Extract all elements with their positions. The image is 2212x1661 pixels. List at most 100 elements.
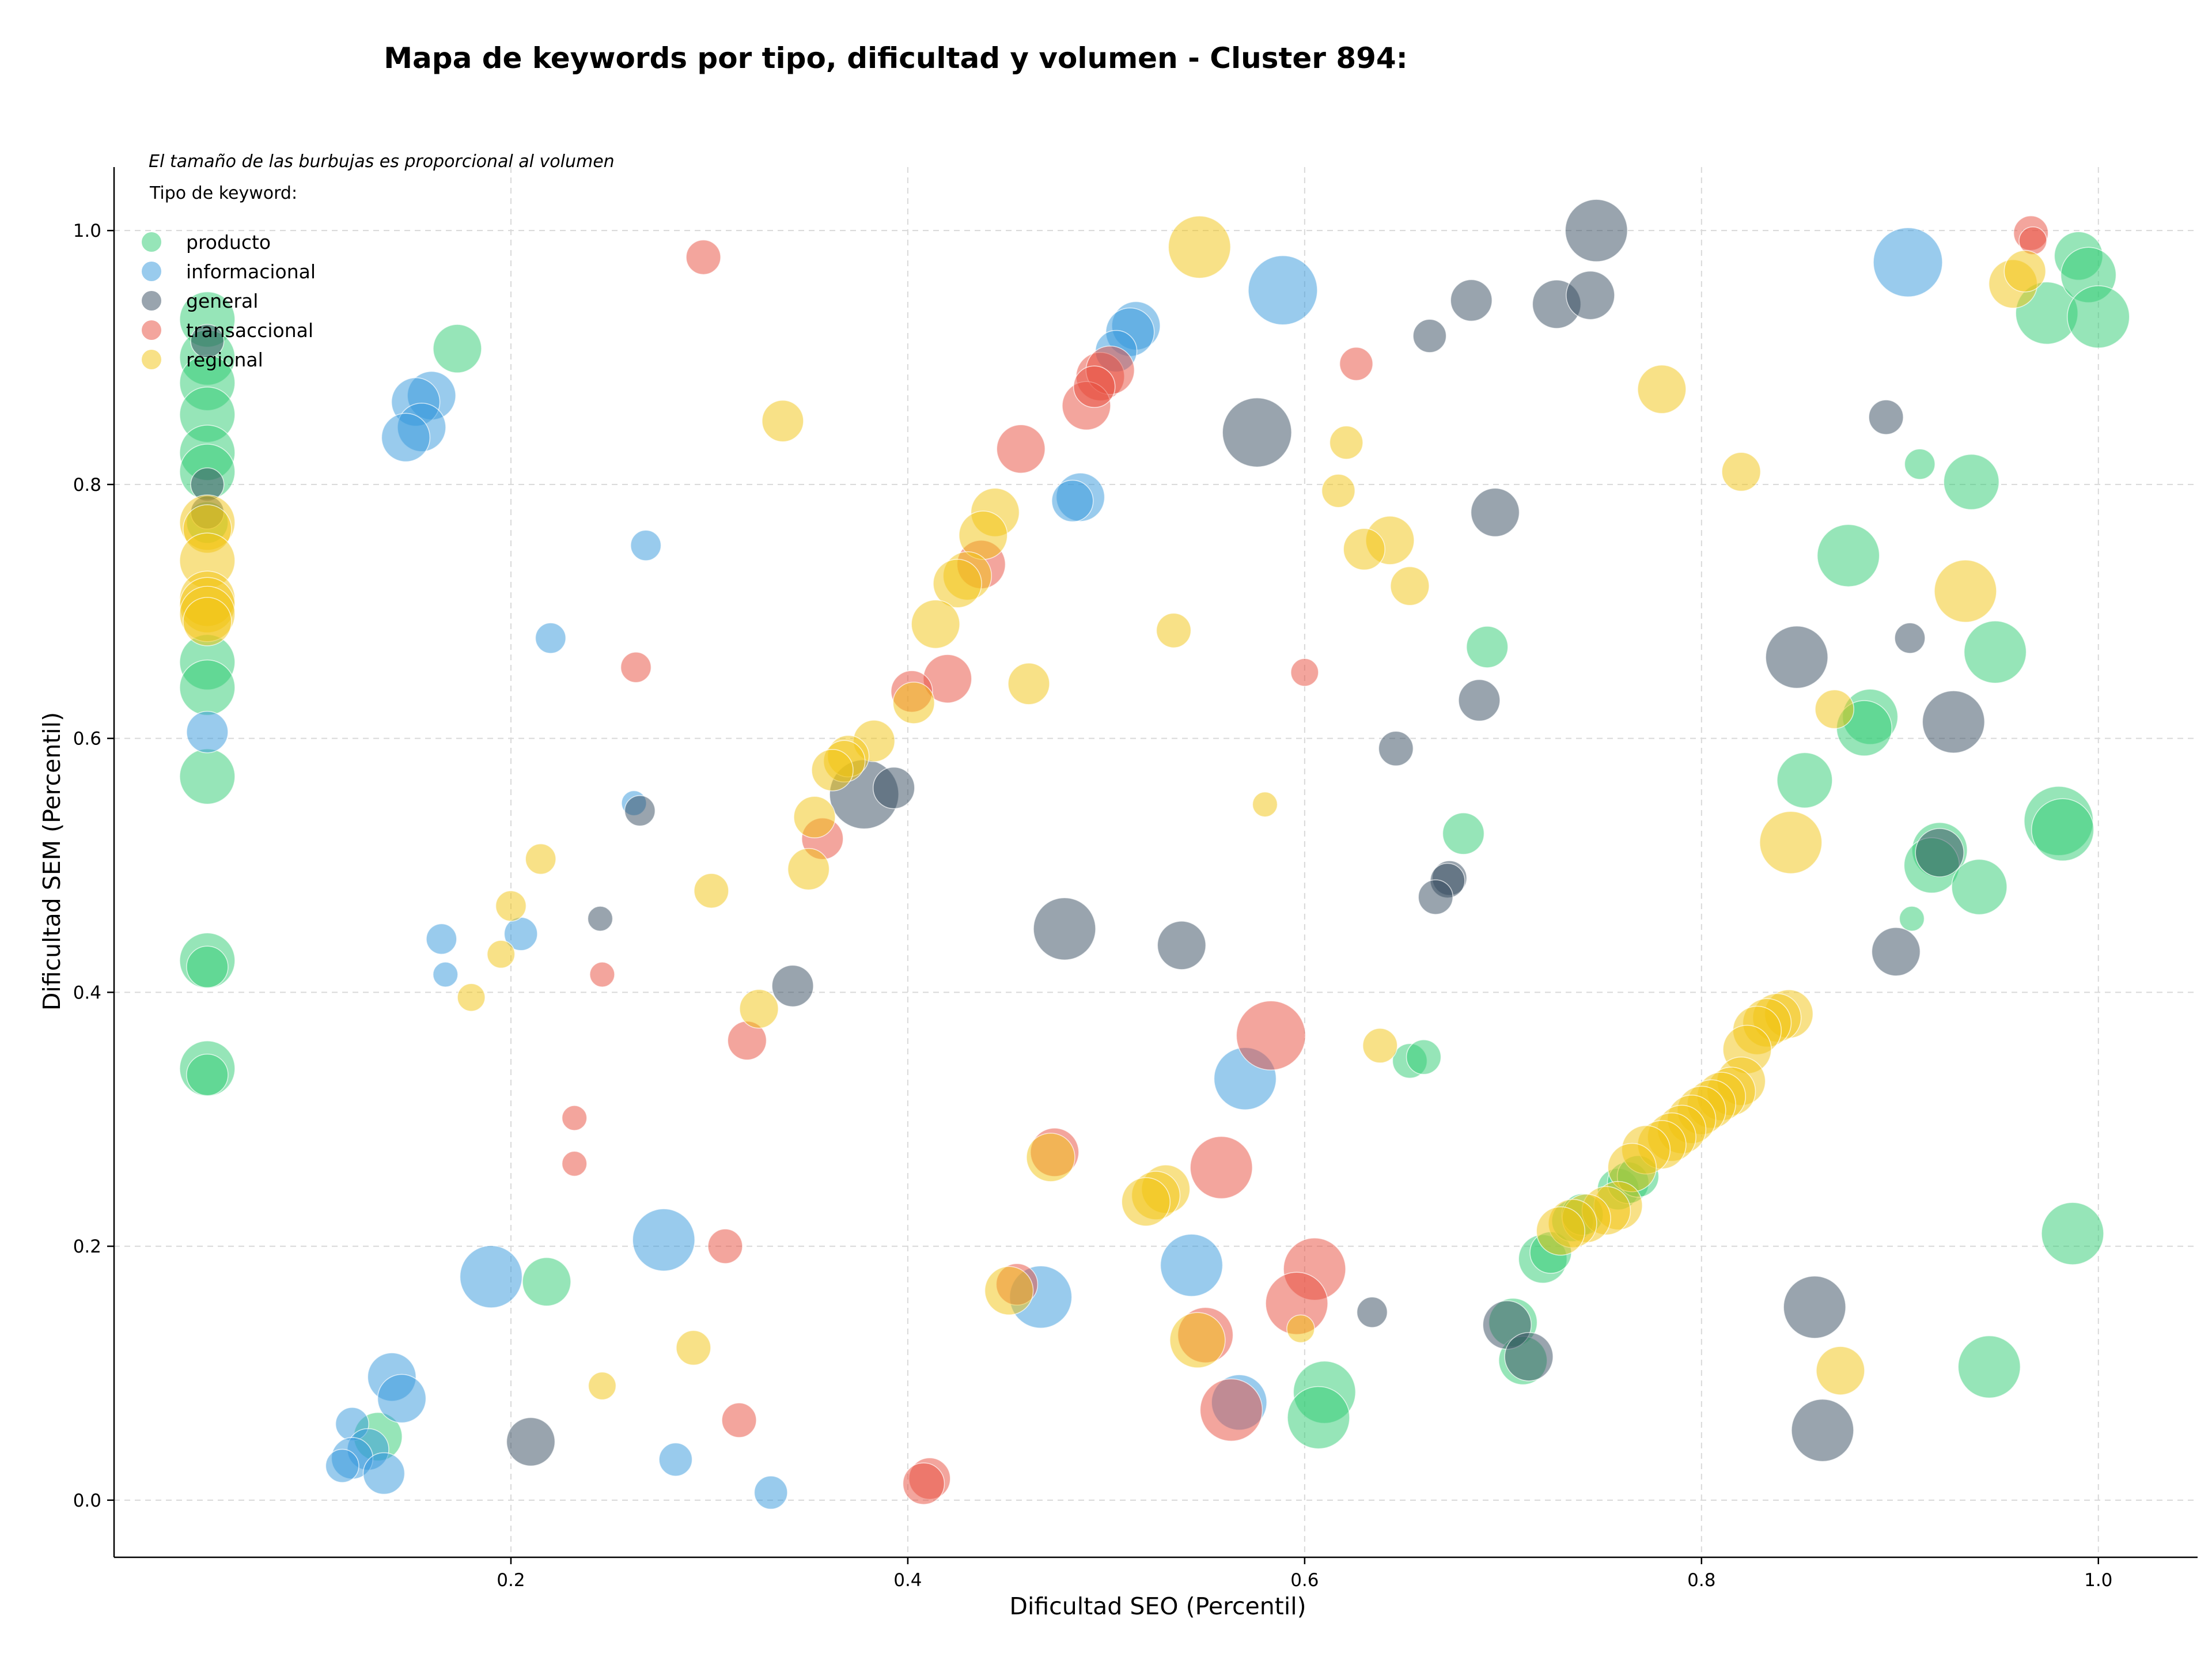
bubble-transaccional (1339, 347, 1373, 381)
bubble-general (506, 1417, 556, 1467)
bubble-general (1566, 270, 1615, 320)
bubble-producto (179, 748, 236, 805)
bubble-general (1470, 487, 1520, 538)
bubble-regional (1816, 1346, 1865, 1395)
bubble-informacional (630, 529, 662, 561)
bubble-regional (495, 890, 527, 922)
bubble-general (1915, 828, 1964, 877)
bubble-regional (1815, 689, 1854, 729)
bubble-transaccional (561, 1105, 588, 1131)
bubble-layer (179, 199, 2130, 1510)
bubble-regional (1759, 811, 1823, 875)
bubble-general (1504, 1332, 1554, 1382)
bubble-producto (1963, 620, 2027, 684)
bubble-general (1458, 679, 1501, 722)
bubble-transaccional (707, 1228, 743, 1264)
bubble-producto (179, 659, 236, 716)
bubble-transaccional (589, 962, 615, 987)
bubble-informacional (432, 962, 459, 987)
bubble-informacional (658, 1442, 693, 1477)
bubble-producto (1943, 453, 2000, 510)
bubble-regional (811, 748, 854, 792)
legend-label-transaccional: transaccional (186, 319, 313, 342)
bubble-regional (1168, 215, 1232, 279)
bubble-regional (676, 1330, 711, 1366)
bubble-regional (525, 843, 556, 875)
legend-marker-transaccional (142, 320, 161, 340)
bubble-producto (186, 945, 229, 989)
bubble-regional (787, 847, 830, 891)
bubble-producto (522, 1257, 571, 1307)
bubble-general (1356, 1296, 1388, 1328)
bubble-general (1765, 625, 1828, 689)
bubble-regional (457, 983, 486, 1012)
bubble-general (1922, 690, 1986, 754)
bubble-regional (1536, 1206, 1585, 1256)
legend-label-informacional: informacional (186, 260, 316, 283)
bubble-producto (1287, 1386, 1350, 1450)
x-tick-label: 0.6 (1290, 1570, 1319, 1591)
bubble-general (1412, 319, 1447, 353)
bubble-informacional (1248, 255, 1318, 326)
bubble-general (1033, 897, 1096, 960)
bubble-transaccional (1073, 365, 1116, 408)
bubble-regional (984, 1266, 1034, 1315)
bubble-general (873, 766, 915, 809)
bubble-producto (1816, 524, 1880, 588)
bubble-regional (1934, 559, 1997, 623)
legend-label-regional: regional (186, 349, 263, 371)
bubble-informacional (1160, 1234, 1224, 1297)
bubble-producto (186, 1053, 229, 1096)
bubble-transaccional (996, 424, 1046, 474)
y-tick-label: 1.0 (73, 221, 101, 241)
bubble-regional (793, 796, 836, 839)
bubble-producto (1466, 626, 1509, 668)
bubble-regional (739, 989, 779, 1029)
chart-title: Mapa de keywords por tipo, dificultad y … (384, 41, 1407, 75)
bubble-general (1222, 397, 1292, 468)
bubble-producto (1899, 906, 1925, 932)
bubble-regional (183, 597, 232, 646)
bubble-regional (588, 1371, 617, 1401)
bubble-transaccional (1236, 1000, 1306, 1071)
x-tick-label: 1.0 (2084, 1570, 2112, 1591)
bubble-general (1565, 199, 1628, 262)
bubble-general (1868, 399, 1904, 435)
bubble-regional (2003, 249, 2047, 293)
bubble-regional (1007, 663, 1050, 705)
bubble-informacional (325, 1448, 359, 1483)
legend-marker-regional (142, 350, 161, 369)
legend-label-general: general (186, 290, 258, 312)
bubble-informacional (753, 1475, 788, 1510)
y-tick-label: 0.4 (73, 982, 101, 1003)
bubble-regional (1252, 791, 1278, 818)
x-tick-label: 0.2 (497, 1570, 525, 1591)
legend-marker-producto (142, 232, 161, 252)
bubble-transaccional (620, 652, 652, 683)
bubble-producto (1777, 752, 1833, 809)
bubble-regional (1362, 1028, 1398, 1064)
bubble-transaccional (561, 1151, 588, 1177)
y-tick-label: 0.8 (73, 475, 101, 495)
legend-marker-informacional (142, 262, 161, 281)
bubble-general (771, 964, 814, 1008)
bubble-regional (1121, 1177, 1171, 1227)
bubble-general (1894, 622, 1926, 654)
bubble-regional (1721, 452, 1762, 492)
axis-layer: 0.2 0.4 0.6 0.8 1.0 0.0 0.2 0.4 0.6 0.8 1.0 (73, 167, 2198, 1591)
bubble-regional (933, 559, 982, 608)
y-axis-label: Dificultad SEM (Percentil) (38, 712, 66, 1011)
bubble-transaccional (902, 1462, 945, 1505)
bubble-producto (1957, 1335, 2021, 1399)
bubble-general (624, 795, 656, 827)
bubble-producto (1406, 1039, 1442, 1075)
bubble-regional (486, 940, 516, 969)
x-tick-label: 0.4 (893, 1570, 922, 1591)
bubble-informacional (459, 1245, 523, 1308)
bubble-informacional (362, 1452, 406, 1495)
bubble-informacional (535, 622, 566, 654)
bubble-regional (762, 399, 804, 442)
bubble-regional (1156, 612, 1192, 649)
bubble-general (1157, 921, 1207, 970)
y-tick-label: 0.2 (73, 1236, 101, 1257)
